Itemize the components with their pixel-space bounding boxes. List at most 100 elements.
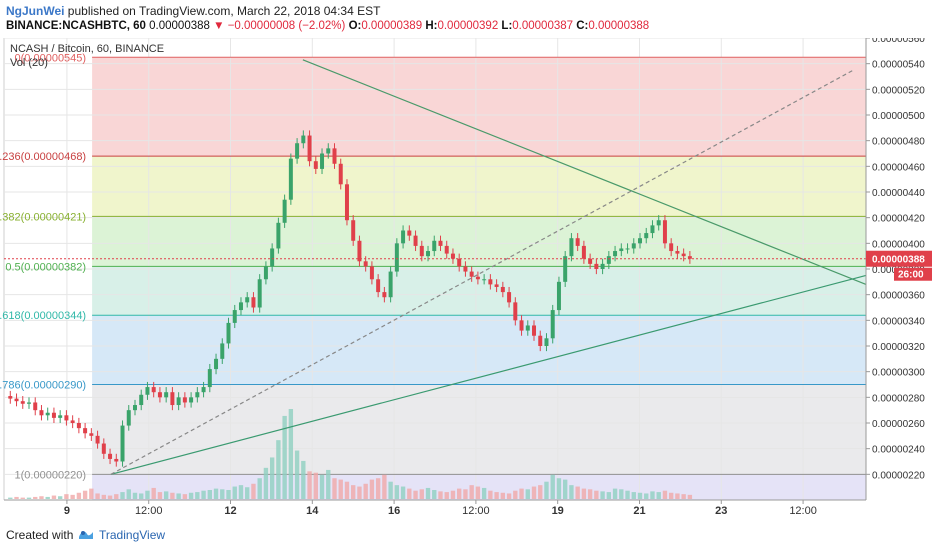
volume-bar	[662, 490, 668, 499]
author-link[interactable]: NgJunWei	[6, 4, 65, 18]
candle-body	[581, 245, 586, 259]
candle-body	[132, 405, 137, 411]
candle-body	[232, 310, 237, 323]
fib-label-0.382: 0.382(0.00000421)	[0, 211, 86, 223]
candle-body	[613, 251, 618, 257]
trend-line-0	[302, 59, 867, 285]
candle-body	[407, 230, 412, 236]
volume-bar	[33, 496, 38, 499]
volume-bar	[39, 496, 44, 499]
candle-body	[563, 256, 568, 282]
candle-body	[457, 258, 462, 267]
candle-body	[556, 281, 561, 311]
volume-bar	[269, 457, 275, 499]
x-tick-label: 12:00	[135, 505, 163, 517]
candle-body	[101, 443, 106, 454]
candle-body	[89, 433, 94, 436]
y-tick-label: 0.00000440	[872, 188, 925, 199]
volume-bar	[550, 474, 555, 499]
volume-bar	[369, 479, 375, 499]
volume-bar	[357, 486, 362, 499]
candle-body	[307, 135, 312, 162]
volume-bar	[544, 481, 549, 499]
y-tick-label: 0.00000460	[872, 162, 925, 173]
y-tick-label: 0.00000280	[872, 393, 925, 404]
tradingview-brand[interactable]: TradingView	[99, 528, 166, 542]
candle-body	[76, 423, 81, 429]
fib-label-0.618: 0.618(0.00000344)	[0, 310, 86, 322]
volume-bar	[188, 492, 194, 499]
y-tick-label: 0.00000540	[872, 60, 925, 71]
candle-body	[226, 322, 231, 344]
candle-body	[114, 458, 119, 462]
candle-body	[382, 292, 387, 298]
candle-body	[675, 251, 680, 254]
volume-bar	[163, 491, 169, 499]
volume-bar	[20, 497, 25, 499]
volume-bar	[182, 494, 188, 499]
candle-body	[157, 392, 162, 398]
volume-bar	[650, 491, 655, 499]
current-price-label: 0.00000388	[872, 255, 925, 266]
volume-bar	[176, 493, 181, 499]
candle-body	[288, 158, 293, 200]
y-tick-label: 0.00000340	[872, 316, 925, 327]
y-tick-label: 0.00000220	[872, 470, 925, 481]
volume-bar	[313, 472, 318, 499]
volume-bar	[220, 489, 225, 499]
candle-body	[482, 279, 487, 281]
candle-body	[594, 263, 599, 269]
candle-body	[638, 238, 642, 244]
tradingview-logo-icon	[79, 531, 93, 539]
high-value: 0.00000392	[437, 20, 499, 32]
candle-body	[207, 369, 212, 388]
volume-bar	[319, 474, 325, 499]
price-chart[interactable]: 0(0.00000545) 0.236(0.00000468) 0.382(0.00…	[0, 34, 932, 518]
low-label: L:	[501, 20, 513, 32]
volume-bar	[232, 486, 237, 499]
trend-line-1	[110, 274, 867, 475]
chart-area[interactable]: 0(0.00000545) 0.236(0.00000468) 0.382(0.00…	[0, 34, 932, 518]
volume-bar	[95, 493, 100, 499]
change-value: −0.00000008 (−2.02%)	[227, 20, 346, 32]
volume-bar	[114, 494, 119, 499]
volume-bar	[556, 478, 562, 499]
volume-bar	[201, 490, 206, 499]
candle-body	[669, 243, 674, 252]
volume-bar	[326, 469, 331, 499]
x-tick-label: 12:00	[462, 505, 490, 517]
candle-body	[320, 153, 325, 169]
candle-body	[245, 297, 250, 303]
fib-label-1: 1(0.00000220)	[15, 469, 87, 481]
candle-body	[488, 279, 493, 285]
candle-body	[182, 397, 187, 403]
volume-bar	[288, 409, 294, 499]
candle-body	[344, 184, 349, 221]
candle-body	[538, 335, 543, 346]
volume-bar	[419, 489, 424, 499]
candle-body	[195, 392, 200, 398]
candle-body	[388, 271, 393, 298]
ohlc-line: BINANCE:NCASHBTC, 60 0.00000388 ▼ −0.000…	[6, 20, 649, 32]
candle-body	[513, 302, 518, 321]
volume-bar	[394, 485, 400, 499]
countdown-badge	[894, 267, 932, 281]
candle-body	[606, 256, 611, 264]
volume-bar	[170, 492, 175, 499]
candle-body	[376, 279, 381, 293]
volume-bar	[644, 493, 649, 499]
candle-body	[151, 387, 156, 393]
y-tick-label: 0.00000400	[872, 239, 925, 250]
volume-bar	[538, 485, 543, 499]
volume-bar	[351, 485, 356, 499]
volume-bar	[450, 490, 456, 499]
volume-bar	[569, 485, 574, 499]
volume-bar	[432, 490, 437, 499]
candle-body	[189, 397, 194, 403]
volume-bar	[126, 489, 131, 499]
candle-body	[326, 148, 331, 154]
volume-bar	[681, 494, 686, 499]
candle-body	[469, 271, 474, 277]
volume-bar	[388, 481, 393, 499]
candle-body	[95, 435, 100, 444]
